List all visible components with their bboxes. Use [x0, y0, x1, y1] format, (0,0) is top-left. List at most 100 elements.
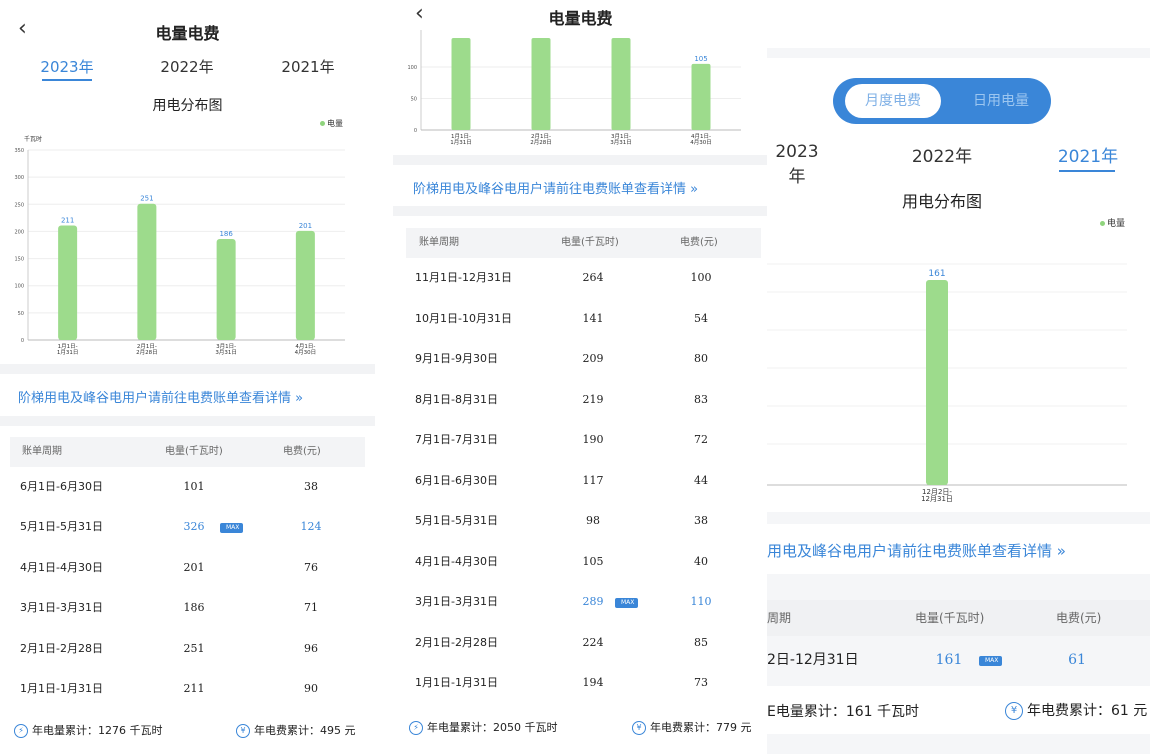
table-row[interactable]: 2月1日-2月28日 251 96 — [10, 629, 365, 669]
screen-scrolled: ‹ 电量电费 0 50 100 1月1日- 1月31日 2月1日- 2月28日 3月1日- 3月… — [393, 0, 768, 754]
row-fee: 110 — [690, 595, 712, 608]
row-kwh: 289 — [582, 595, 604, 608]
row-period: 10月1日-10月31日 — [415, 311, 512, 325]
x-tick-label: 12月31日 — [921, 495, 953, 503]
row-fee: 73 — [694, 676, 708, 689]
bar — [58, 225, 78, 340]
bill-detail-link[interactable]: 阶梯用电及峰谷电用户请前往电费账单查看详情 » — [18, 391, 304, 406]
page-title: 电量电费 — [548, 9, 613, 28]
header-fee: 电费(元) — [1056, 611, 1102, 625]
table-row[interactable]: 6月1日-6月30日 101 38 — [10, 467, 365, 507]
usage-bar-chart: 161 12月2日-12月31日 — [767, 263, 1127, 503]
footer-fee-total: ¥ 年电费累计：779 元 — [632, 719, 752, 735]
legend-label: 电量 — [1107, 219, 1126, 229]
row-fee: 38 — [694, 514, 708, 527]
x-tick-label: 12月2日- — [922, 488, 952, 496]
table-row[interactable]: 10月1日-10月31日 141 54 — [406, 299, 761, 339]
back-arrow-icon[interactable]: ‹ — [415, 1, 424, 26]
row-kwh: 264 — [582, 271, 604, 284]
footer-fee-total: ¥ 年电费累计：495 元 — [236, 722, 356, 738]
footer-kwh-text: 年电量累计：2050 千瓦时 — [427, 721, 558, 734]
bar — [611, 38, 631, 130]
chart-title: 用电分布图 — [152, 98, 223, 114]
table-header: 周期 电量(千瓦时) 电费(元) — [767, 600, 1150, 636]
chart-legend: 电量 — [320, 118, 343, 129]
tab-2023[interactable]: 2023年 — [775, 142, 819, 187]
page-title: 电量电费 — [155, 24, 220, 43]
row-kwh: 224 — [582, 635, 604, 649]
row-period: 3月1日-3月31日 — [20, 601, 103, 615]
row-period: 5月1日-5月31日 — [415, 514, 498, 527]
table-row[interactable]: 11月1日-12月31日 264 100 — [406, 258, 761, 298]
table-row[interactable]: 4月1日-4月30日 201 76 — [10, 548, 365, 588]
bill-detail-link[interactable]: 阶梯用电及峰谷电用户请前往电费账单查看详情 » — [413, 182, 699, 197]
table-row[interactable]: 1月1日-1月31日 211 90 — [10, 669, 365, 709]
table-row[interactable]: 5月1日-5月31日 98 38 — [406, 501, 761, 541]
tab-2022[interactable]: 2022年 — [160, 58, 214, 76]
divider-band — [393, 155, 768, 165]
row-fee: 76 — [304, 560, 318, 574]
bill-detail-link[interactable]: 用电及峰谷电用户请前往电费账单查看详情 » — [767, 542, 1066, 560]
lightning-icon: ⚡ — [409, 721, 423, 735]
row-period: 2月1日-2月28日 — [20, 641, 103, 655]
table-row[interactable]: 3月1日-3月31日 186 71 — [10, 588, 365, 628]
table-row[interactable]: 2日-12月31日 161 61 MAX — [767, 640, 1150, 680]
tab-2023[interactable]: 2023年 — [40, 58, 94, 76]
table-row[interactable]: 8月1日-8月31日 219 83 — [406, 380, 761, 420]
table-row[interactable]: 3月1日-3月31日 289 110 MAX — [406, 582, 761, 622]
row-fee: 72 — [694, 433, 708, 446]
table-row[interactable]: 5月1日-5月31日 326 124 MAX — [10, 507, 365, 547]
header-kwh: 电量(千瓦时) — [561, 237, 619, 248]
x-tick-label: 2月1日- — [531, 133, 551, 140]
tab-2021[interactable]: 2021年 — [1057, 147, 1119, 167]
y-tick-label: 150 — [14, 257, 24, 263]
row-period: 1月1日-1月31日 — [415, 676, 498, 689]
tab-underline — [1059, 170, 1115, 172]
x-tick-label: 3月31日 — [610, 139, 632, 146]
bar — [691, 63, 711, 130]
back-arrow-icon[interactable]: ‹ — [18, 16, 27, 41]
usage-bar-chart: 0 50 100 1月1日-1月31日 2月1日-2月28日 3月1日-3月31日 105 4… — [407, 30, 741, 146]
tab-2022[interactable]: 2022年 — [911, 147, 973, 167]
link-card — [767, 524, 1150, 574]
footer-fee-text: 年电费累计：779 元 — [650, 721, 752, 734]
row-fee: 80 — [694, 352, 708, 365]
footer-card — [767, 686, 1150, 734]
row-kwh: 161 — [935, 652, 963, 668]
row-period: 2月1日-2月28日 — [415, 635, 498, 649]
table-row[interactable]: 1月1日-1月31日 194 73 — [406, 663, 761, 703]
bar-value-label: 211 — [61, 216, 74, 224]
legend-dot-icon — [1100, 221, 1105, 226]
row-kwh: 201 — [183, 560, 205, 574]
tab-underline — [42, 79, 92, 81]
x-tick-label: 2月1日- — [137, 343, 157, 350]
monthly-fee-tab[interactable]: 月度电费 — [845, 84, 941, 118]
table-header: 账单周期 电量(千瓦时) 电费(元) — [406, 228, 761, 258]
table-row[interactable]: 7月1日-7月31日 190 72 — [406, 420, 761, 460]
header-kwh: 电量(千瓦时) — [165, 446, 223, 457]
x-tick-label: 2月28日 — [530, 139, 552, 146]
row-fee: 38 — [304, 480, 318, 493]
tab-2021[interactable]: 2021年 — [281, 58, 335, 76]
max-badge: MAX — [979, 656, 1003, 666]
table-row[interactable]: 6月1日-6月30日 117 44 — [406, 461, 761, 501]
row-fee: 54 — [694, 311, 708, 325]
legend-dot-icon — [320, 121, 325, 126]
y-tick-label: 50 — [18, 311, 24, 317]
row-period: 6月1日-6月30日 — [20, 480, 103, 493]
table-row[interactable]: 9月1日-9月30日 209 80 — [406, 339, 761, 379]
footer-fee-text: 年电费累计：61 元 — [1027, 703, 1148, 719]
row-period: 5月1日-5月31日 — [20, 520, 103, 534]
row-fee: 100 — [690, 271, 712, 284]
row-period: 9月1日-9月30日 — [415, 352, 498, 365]
row-fee: 71 — [304, 601, 318, 615]
daily-usage-tab[interactable]: 日用电量 — [973, 93, 1029, 109]
table-row[interactable]: 2月1日-2月28日 224 85 — [406, 623, 761, 663]
table-row[interactable]: 4月1日-4月30日 105 40 — [406, 542, 761, 582]
divider-band — [393, 206, 768, 216]
top-blank — [767, 0, 1150, 48]
mode-toggle: 月度电费 日用电量 — [833, 78, 1051, 124]
y-tick-label: 50 — [411, 97, 417, 103]
y-tick-label: 300 — [14, 175, 24, 181]
bar-value-label: 105 — [694, 55, 707, 63]
